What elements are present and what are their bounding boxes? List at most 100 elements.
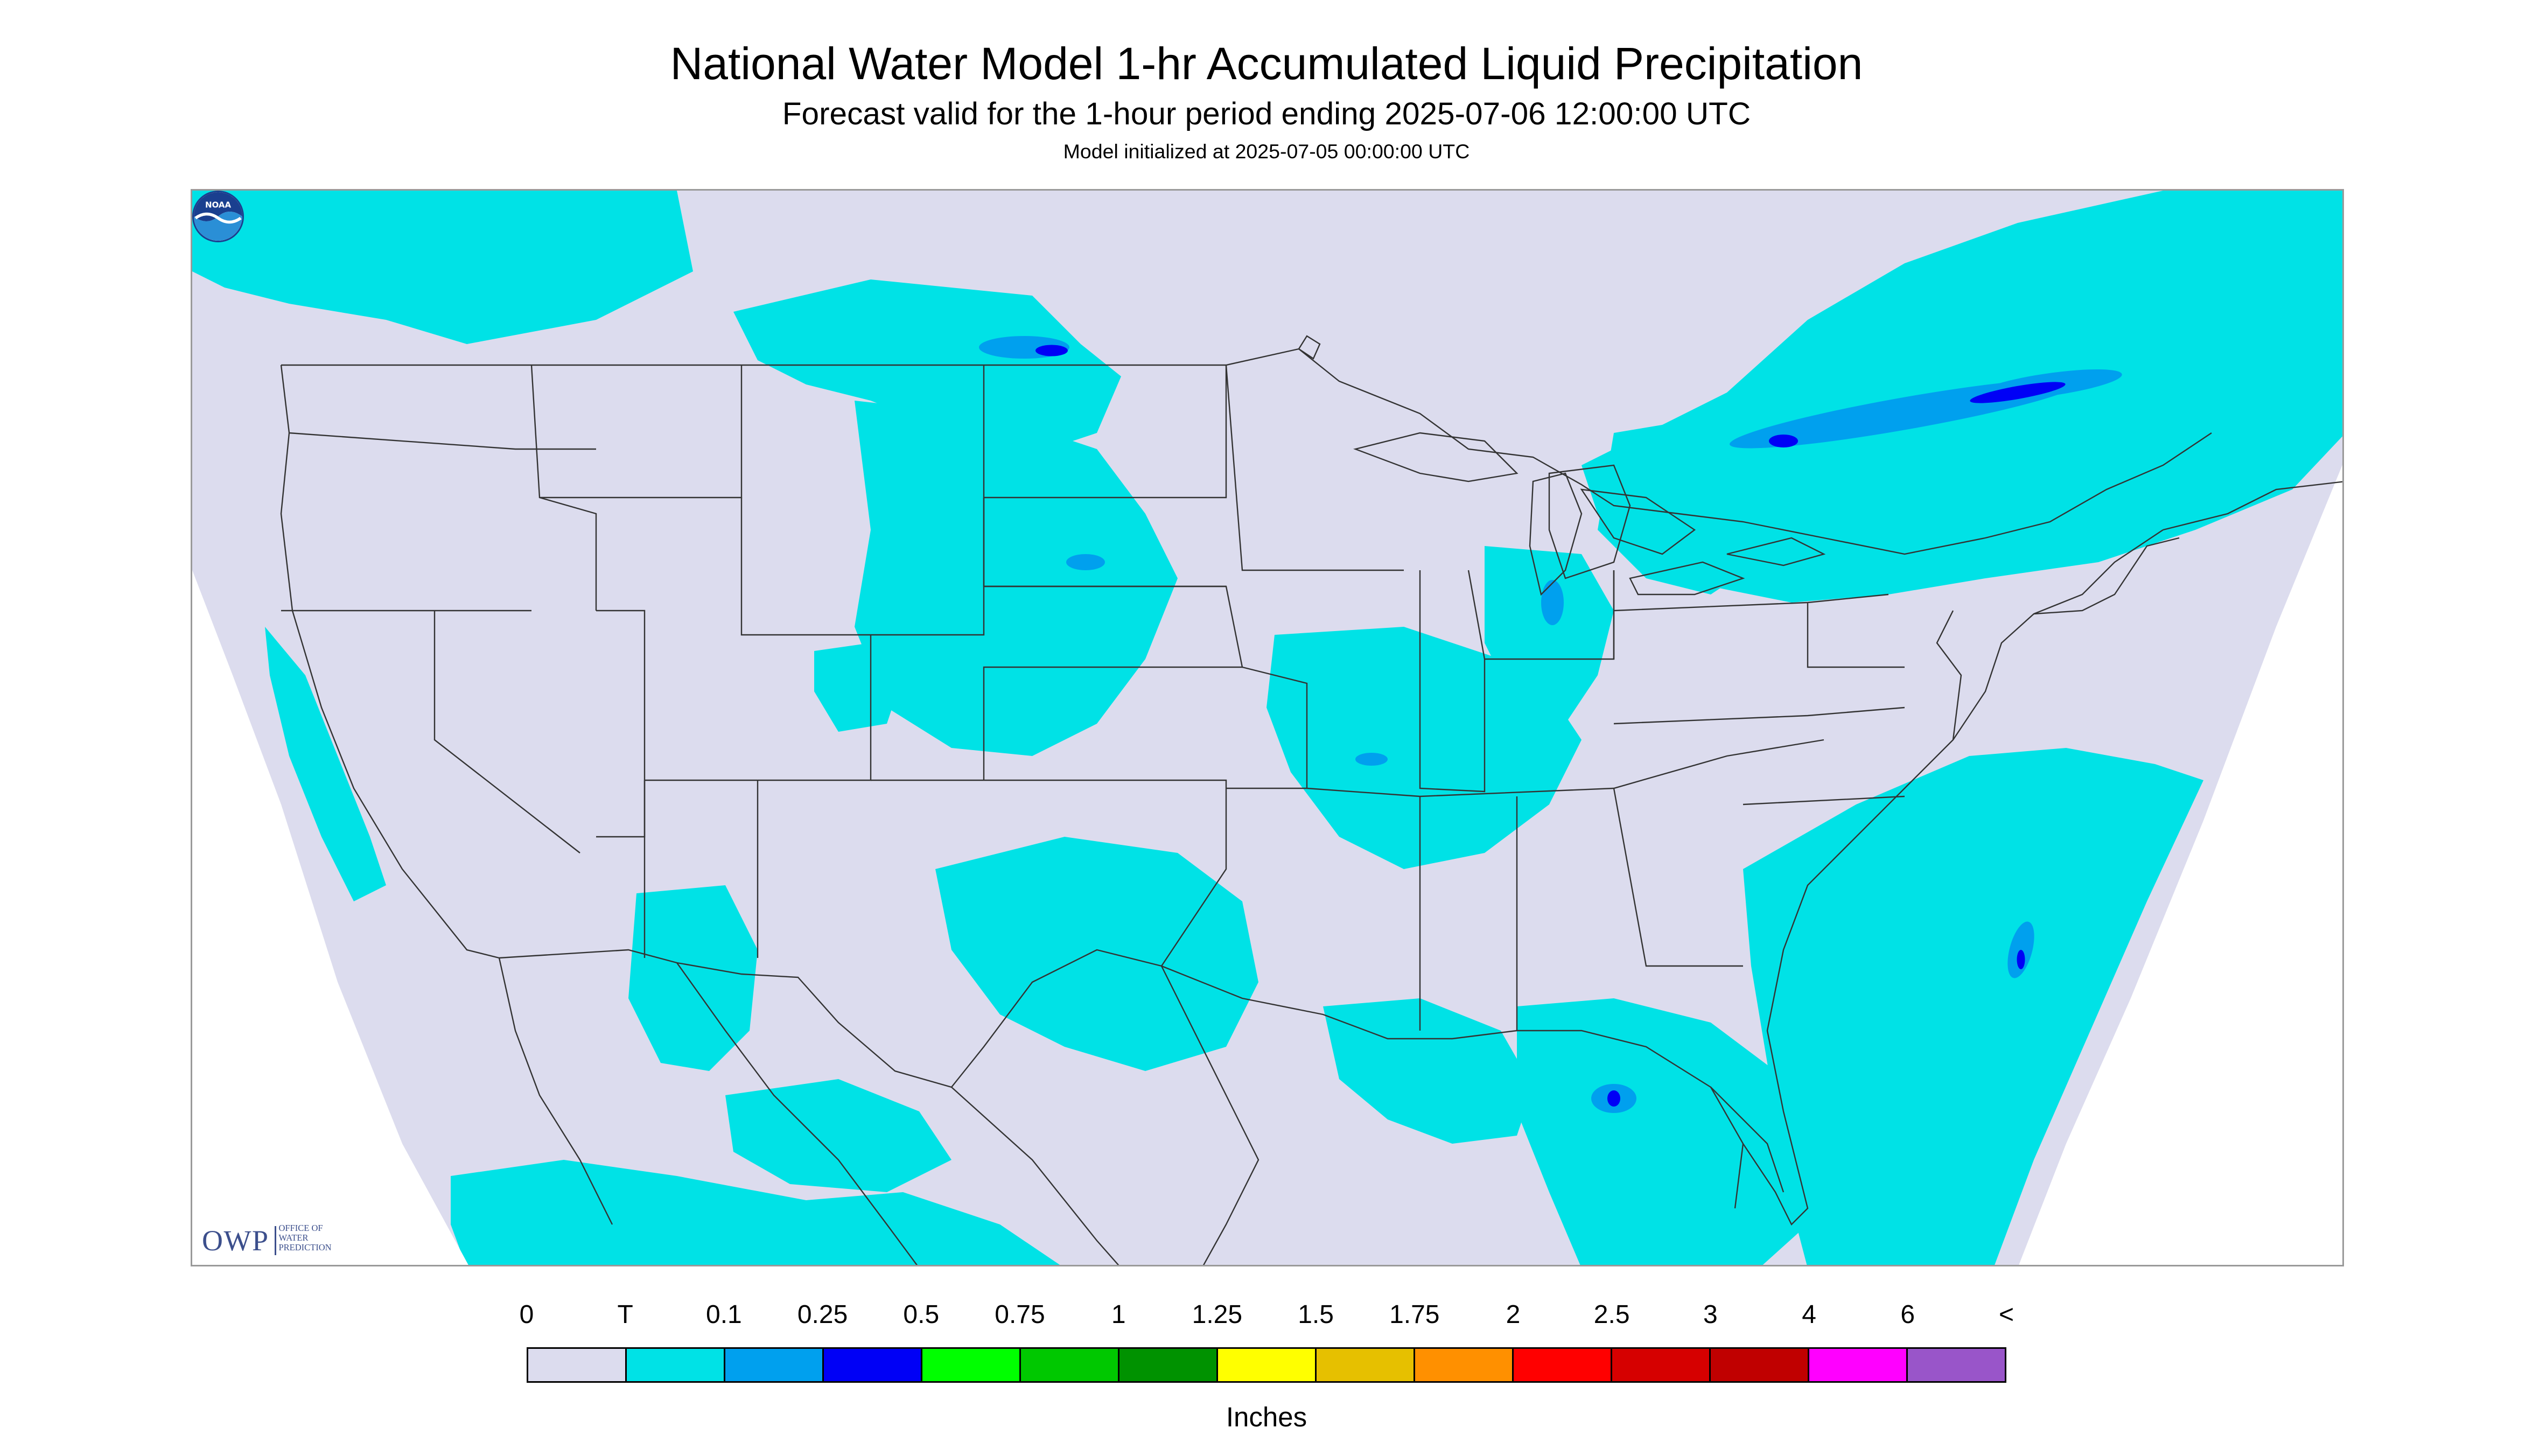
owp-logo: OWP Office of Water Prediction [202, 1224, 332, 1257]
precip-core-atlantic [2017, 950, 2025, 969]
state-line-ok-tx [871, 779, 1227, 967]
precip-area-mexico-south [451, 1160, 1060, 1265]
legend-swatch [1612, 1349, 1711, 1381]
legend-tick-label: 0.5 [903, 1302, 940, 1329]
owp-logo-caption-line-2: Water [278, 1234, 309, 1244]
legend-labels: 0 T 0.1 0.25 0.5 0.75 1 1.25 1.5 1.75 2 2.5 3 4 6 < [478, 1302, 2061, 1338]
outside-domain-right [2019, 465, 2342, 1265]
owp-logo-caption: Office of Water Prediction [274, 1224, 332, 1255]
legend-swatch [824, 1349, 922, 1381]
boundary-lines [280, 335, 2342, 1265]
precip-core-ontario-2 [1769, 435, 1798, 447]
legend-tick-label: < [1998, 1302, 2014, 1329]
noaa-logo-text: NOAA [205, 200, 232, 210]
canada-coast [2163, 481, 2342, 531]
precip-area-new-mexico [628, 885, 758, 1071]
legend-swatch [1514, 1349, 1612, 1381]
outside-domain-left [192, 570, 468, 1265]
precip-area-pacific-nw [192, 191, 693, 344]
noaa-logo: NOAA [192, 191, 244, 242]
precip-area-great-lakes [1598, 417, 1824, 594]
legend-tick-label: 1.5 [1298, 1302, 1334, 1329]
legend-colorbar [527, 1347, 2006, 1383]
legend-swatch [1317, 1349, 1415, 1381]
legend-swatch [1711, 1349, 1809, 1381]
precip-core-north-dakota [1035, 345, 1068, 356]
state-line-tn-ky [1419, 739, 1824, 797]
state-line-az-nm [643, 780, 759, 958]
legend-tick-label: 2.5 [1593, 1302, 1630, 1329]
legend-tick-label: 0.75 [995, 1302, 1045, 1329]
legend-swatch [528, 1349, 627, 1381]
new-england-coast [2033, 537, 2180, 615]
owp-logo-caption-line-1: Office of [278, 1224, 323, 1235]
mexico-interior [676, 962, 1119, 1265]
precip-core-florida-gulf [1607, 1090, 1620, 1107]
legend-swatch [1119, 1349, 1218, 1381]
baja-california [498, 957, 613, 1225]
legend-tick-label: 6 [1900, 1302, 1915, 1329]
state-line-ms-al-ga [1419, 788, 1743, 1031]
precip-cell-nebraska [1066, 554, 1105, 570]
precip-area-california-coast [265, 627, 386, 901]
precip-area-mexico-central [725, 1079, 951, 1192]
map-canvas [192, 191, 2342, 1265]
model-init-line: Model initialized at 2025-07-05 00:00:00… [1063, 141, 1470, 163]
us-mexico-border [499, 949, 1162, 1088]
legend-swatch [725, 1349, 824, 1381]
precip-cell-missouri [1355, 753, 1388, 766]
state-line-il-in [1419, 570, 1486, 793]
michigan-peninsula [1548, 464, 1631, 579]
west-coast [280, 365, 500, 959]
legend-units: Inches [1226, 1402, 1307, 1433]
legend-tick-label: 2 [1506, 1302, 1521, 1329]
precip-area-ohio-valley [1485, 546, 1614, 724]
legend-tick-label: T [617, 1302, 633, 1329]
legend-tick-label: 0.25 [797, 1302, 848, 1329]
figure-title: National Water Model 1-hr Accumulated Li… [670, 39, 1863, 89]
precip-heavy-layer [1035, 345, 2066, 1107]
legend-swatch [627, 1349, 725, 1381]
figure-subtitle: Forecast valid for the 1-hour period end… [782, 97, 1751, 132]
florida-peninsula [1710, 1087, 1785, 1209]
precip-area-midwest [1266, 627, 1582, 869]
state-line-wa-or [289, 432, 596, 450]
legend-tick-label: 1.75 [1389, 1302, 1440, 1329]
precip-area-colorado [814, 643, 903, 732]
legend-swatch [1908, 1349, 2005, 1381]
legend-swatch [1809, 1349, 1908, 1381]
owp-logo-caption-line-3: Prediction [278, 1243, 332, 1254]
state-line-id [530, 365, 597, 611]
precip-cell-lake-michigan [1541, 580, 1564, 625]
great-lakes-outline [1353, 432, 1826, 596]
precip-core-ontario-1 [1970, 382, 2066, 403]
owp-logo-mark: OWP [202, 1224, 269, 1257]
legend-tick-label: 3 [1703, 1302, 1718, 1329]
legend-tick-label: 1 [1111, 1302, 1126, 1329]
legend-swatch [1415, 1349, 1514, 1381]
legend-tick-label: 4 [1802, 1302, 1816, 1329]
precip-area-florida-gulf [1517, 998, 1808, 1265]
state-line-mn-ia [1225, 365, 1404, 571]
precip-area-atlantic [1743, 748, 2203, 1265]
precip-area-canada-prairies [733, 279, 1121, 449]
legend-swatch [1021, 1349, 1119, 1381]
legend-swatch [922, 1349, 1021, 1381]
us-canada-border [281, 348, 2212, 555]
legend-tick-label: 0.1 [706, 1302, 742, 1329]
gulf-coast [1160, 529, 2164, 1265]
state-line-mo-ar [1226, 666, 1421, 797]
state-line-nc-va [1613, 706, 1905, 806]
state-line-pa-ny [1613, 570, 1905, 668]
precipitation-map: OWP Office of Water Prediction NOAA [191, 189, 2344, 1266]
legend-tick-label: 0 [519, 1302, 534, 1329]
legend-swatch [1218, 1349, 1317, 1381]
precip-area-southern-plains [935, 837, 1258, 1071]
chesapeake-coast [1936, 610, 1962, 740]
state-line-nv-ca [433, 611, 580, 853]
lake-of-the-woods [1298, 335, 1321, 360]
precip-trace-layer [192, 191, 2342, 1265]
state-line-nv-ut [596, 610, 646, 838]
legend-tick-label: 1.25 [1192, 1302, 1243, 1329]
